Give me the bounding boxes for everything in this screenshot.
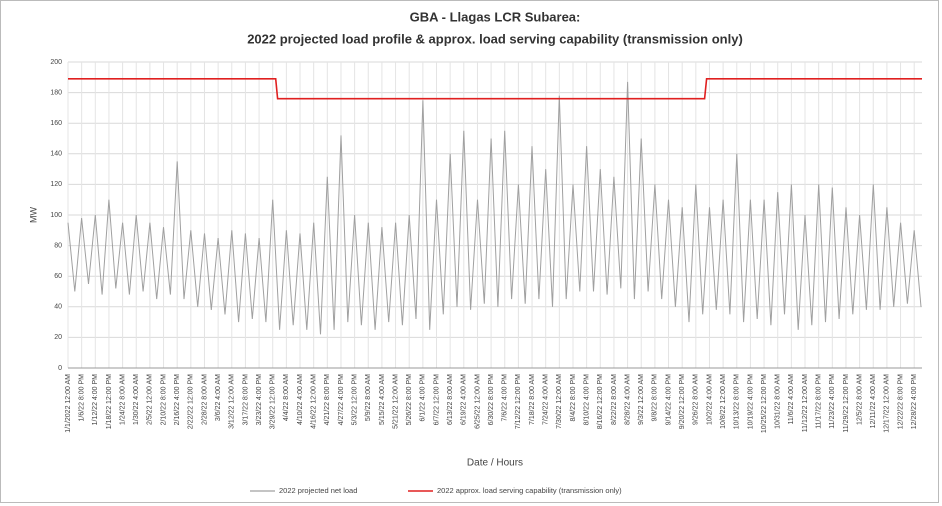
x-tick-label: 11/29/22 12:00 PM xyxy=(843,374,850,433)
x-tick-label: 1/6/22 8:00 PM xyxy=(78,374,85,422)
y-tick-label: 40 xyxy=(54,304,62,311)
y-tick-label: 140 xyxy=(50,151,62,158)
x-axis-label: Date / Hours xyxy=(467,458,523,469)
x-tick-label: 1/24/22 8:00 AM xyxy=(119,374,126,425)
x-tick-label: 7/12/22 12:00 PM xyxy=(515,374,522,429)
x-tick-label: 12/22/22 8:00 PM xyxy=(897,374,904,429)
x-tick-label: 6/25/22 12:00 AM xyxy=(474,374,481,429)
y-tick-label: 100 xyxy=(50,212,62,219)
x-tick-label: 1/12/22 4:00 PM xyxy=(92,374,99,426)
x-tick-label: 5/26/22 8:00 PM xyxy=(406,374,413,426)
x-tick-label: 12/28/22 4:00 PM xyxy=(911,374,918,429)
x-tick-label: 5/3/22 12:00 PM xyxy=(351,374,358,426)
x-tick-label: 4/27/22 4:00 PM xyxy=(338,374,345,426)
x-tick-label: 6/13/22 8:00 AM xyxy=(447,374,454,425)
x-tick-label: 8/4/22 8:00 PM xyxy=(570,374,577,422)
series-line xyxy=(68,78,922,100)
x-tick-label: 10/31/22 8:00 AM xyxy=(775,374,782,429)
x-tick-label: 8/16/22 12:00 PM xyxy=(597,374,604,429)
x-tick-label: 2/5/22 12:00 AM xyxy=(147,374,154,425)
y-tick-label: 120 xyxy=(50,181,62,188)
series-line xyxy=(67,81,922,335)
x-tick-label: 9/20/22 12:00 PM xyxy=(679,374,686,429)
x-tick-label: 6/7/22 12:00 PM xyxy=(433,374,440,426)
x-tick-label: 5/21/22 12:00 AM xyxy=(392,374,399,429)
x-tick-label: 11/23/22 4:00 PM xyxy=(829,374,836,429)
x-tick-label: 1/18/22 12:00 PM xyxy=(106,374,113,429)
x-tick-label: 12/17/22 12:00 AM xyxy=(884,374,891,433)
x-tick-label: 2/16/22 4:00 PM xyxy=(174,374,181,426)
legend-label: 2022 projected net load xyxy=(279,486,357,495)
x-tick-label: 2/10/22 8:00 PM xyxy=(160,374,167,426)
x-tick-label: 12/5/22 8:00 AM xyxy=(856,374,863,425)
chart-subtitle: 2022 projected load profile & approx. lo… xyxy=(247,31,743,46)
x-tick-label: 10/25/22 12:00 PM xyxy=(761,374,768,433)
chart-title: GBA - Llagas LCR Subarea: xyxy=(410,9,581,24)
x-tick-label: 2/22/22 12:00 PM xyxy=(188,374,195,429)
x-tick-label: 3/29/22 12:00 PM xyxy=(270,374,277,429)
x-tick-label: 2/28/22 8:00 AM xyxy=(201,374,208,425)
x-tick-label: 7/30/22 12:00 AM xyxy=(556,374,563,429)
x-tick-label: 3/12/22 12:00 AM xyxy=(229,374,236,429)
x-tick-label: 10/19/22 4:00 PM xyxy=(747,374,754,429)
x-tick-label: 6/30/22 8:00 PM xyxy=(488,374,495,426)
x-tick-label: 6/1/22 4:00 PM xyxy=(420,374,427,422)
x-tick-label: 3/6/22 4:00 AM xyxy=(215,374,222,421)
y-axis-label: MW xyxy=(28,207,38,223)
x-tick-label: 9/14/22 4:00 PM xyxy=(665,374,672,426)
x-tick-label: 10/2/22 4:00 AM xyxy=(706,374,713,425)
x-tick-label: 3/17/22 8:00 PM xyxy=(242,374,249,426)
x-tick-label: 9/8/22 8:00 PM xyxy=(652,374,659,422)
y-tick-label: 180 xyxy=(50,89,62,96)
x-tick-label: 11/17/22 8:00 PM xyxy=(816,374,823,429)
y-tick-label: 200 xyxy=(50,59,62,66)
x-tick-label: 12/11/22 4:00 AM xyxy=(870,374,877,429)
y-tick-label: 60 xyxy=(54,273,62,280)
x-tick-label: 10/13/22 8:00 PM xyxy=(734,374,741,429)
x-tick-label: 8/22/22 8:00 AM xyxy=(611,374,618,425)
x-tick-label: 9/3/22 12:00 AM xyxy=(638,374,645,425)
y-tick-label: 0 xyxy=(58,365,62,372)
y-tick-label: 160 xyxy=(50,120,62,127)
x-tick-label: 4/21/22 8:00 PM xyxy=(324,374,331,426)
x-tick-label: 5/9/22 8:00 AM xyxy=(365,374,372,421)
x-tick-label: 11/12/22 12:00 AM xyxy=(802,374,809,432)
x-tick-label: 7/24/22 4:00 AM xyxy=(543,374,550,425)
x-tick-label: 4/10/22 4:00 AM xyxy=(297,374,304,425)
y-tick-label: 20 xyxy=(54,334,62,341)
x-tick-label: 7/6/22 4:00 PM xyxy=(502,374,509,422)
y-tick-label: 80 xyxy=(54,242,62,249)
x-tick-label: 1/1/2022 12:00 AM xyxy=(65,374,72,433)
x-tick-label: 4/4/22 8:00 AM xyxy=(283,374,290,421)
x-tick-label: 5/15/22 4:00 AM xyxy=(379,374,386,425)
x-tick-label: 8/28/22 4:00 AM xyxy=(624,374,631,425)
x-tick-label: 6/19/22 4:00 AM xyxy=(461,374,468,425)
x-tick-label: 3/23/22 4:00 PM xyxy=(256,374,263,426)
x-tick-label: 9/26/22 8:00 AM xyxy=(693,374,700,425)
x-tick-label: 4/16/22 12:00 AM xyxy=(311,374,318,429)
x-tick-label: 11/6/22 4:00 AM xyxy=(788,374,795,425)
legend-label: 2022 approx. load serving capability (tr… xyxy=(437,486,622,495)
x-tick-label: 1/30/22 4:00 AM xyxy=(133,374,140,425)
x-tick-label: 7/18/22 8:00 AM xyxy=(529,374,536,425)
x-tick-label: 8/10/22 4:00 PM xyxy=(583,374,590,426)
x-tick-label: 10/8/22 12:00 AM xyxy=(720,374,727,429)
